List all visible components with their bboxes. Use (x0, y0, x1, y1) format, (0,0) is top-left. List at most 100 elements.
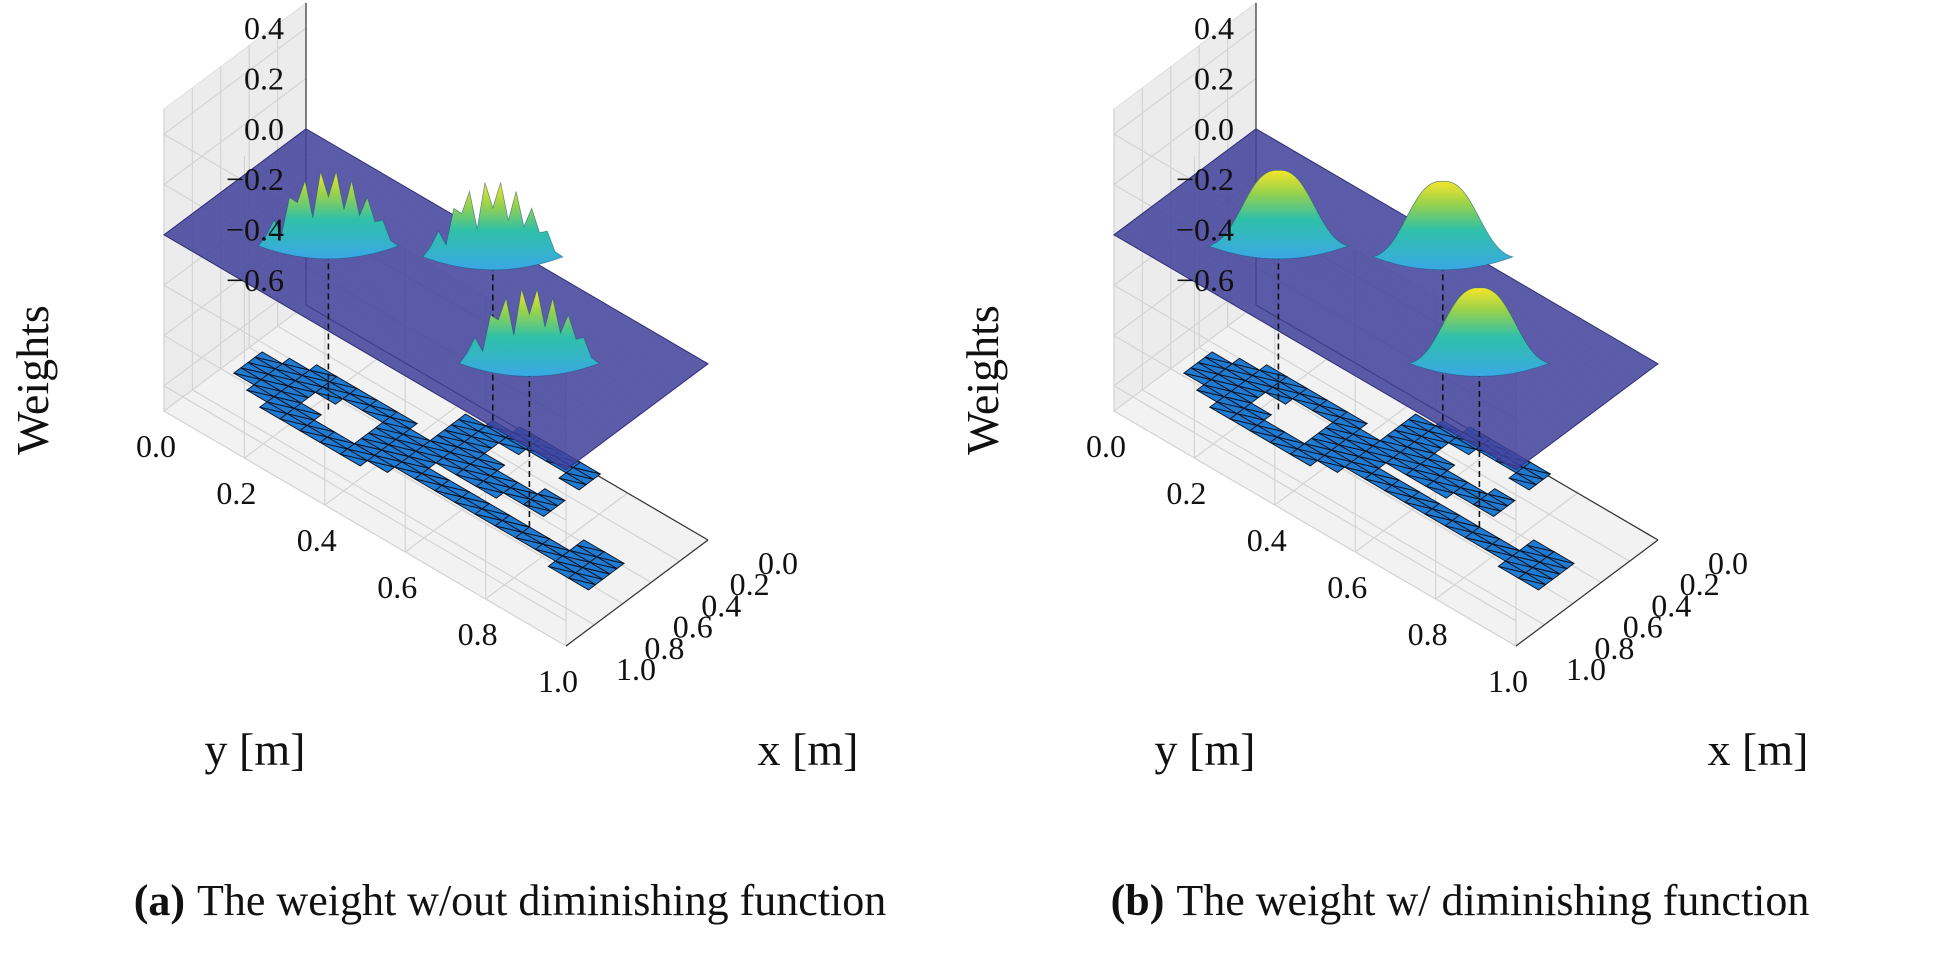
mesh-cell (1310, 432, 1339, 446)
gridline (1113, 410, 1517, 647)
x-tick-label: 0.4 (701, 587, 741, 623)
surface-wire (1120, 229, 1524, 465)
surface-wire (1135, 218, 1538, 455)
surface-wire (178, 224, 581, 460)
z-tick-label: −0.2 (1176, 161, 1234, 197)
surface-wire (1144, 146, 1287, 253)
z-tick-label: 0.4 (1194, 10, 1234, 46)
x-tick-label: 0.2 (1680, 566, 1720, 602)
axis-spine (1515, 539, 1659, 647)
surface-wire (1131, 221, 1534, 457)
panel-label-a: (a) (134, 876, 185, 925)
weight-peak (1207, 169, 1350, 260)
mesh-cell (1407, 413, 1436, 427)
mesh-cell (429, 434, 458, 448)
mesh-cell (568, 544, 598, 558)
x-axis-label: x [m] (758, 724, 859, 775)
x-tick-label: 0.6 (1623, 609, 1663, 645)
gridline (1142, 389, 1545, 626)
mesh-cell (246, 356, 276, 370)
z-tick-label: −0.2 (226, 161, 284, 197)
z-axis-label: Weights (7, 305, 58, 455)
surface-wire (1117, 231, 1520, 468)
x-tick-label: 0.0 (758, 545, 798, 581)
surface-wire (195, 210, 599, 447)
y-tick-label: 0.6 (377, 569, 417, 605)
y-tick-label: 0.2 (1166, 475, 1206, 511)
mesh-cell (360, 432, 389, 446)
caption-b: (b) The weight w/ diminishing function (1111, 876, 1810, 925)
mesh-cell (1182, 367, 1212, 380)
surface-wire (294, 205, 437, 312)
x-tick-label: 0.0 (1708, 545, 1748, 581)
gridline (1113, 304, 1257, 412)
mesh-cell (1518, 544, 1548, 558)
z-tick-label: 0.0 (1194, 111, 1234, 147)
mesh-cell (353, 437, 382, 451)
z-tick-label: −0.6 (1176, 262, 1234, 298)
surface-wire (214, 158, 357, 265)
caption-text-b: The weight w/ diminishing function (1176, 876, 1809, 925)
gridline (163, 304, 307, 412)
gridline (1112, 279, 1517, 622)
surface-wire (188, 216, 591, 452)
y-tick-label: 0.8 (458, 616, 498, 652)
panel-label-b: (b) (1111, 876, 1165, 925)
domain-mesh (232, 351, 626, 591)
mesh-cell (450, 418, 479, 432)
caption-text-a: The weight w/out diminishing function (197, 876, 886, 925)
surface-wire (1138, 216, 1541, 452)
surface-wire (314, 216, 457, 324)
z-tick-label: 0.2 (1194, 61, 1234, 97)
mesh-cell (536, 488, 566, 501)
mesh-cell (1525, 539, 1555, 553)
x-tick-label: 0.4 (1651, 587, 1691, 623)
surface-wire (1128, 224, 1531, 460)
z-tick-label: 0.0 (244, 111, 284, 147)
x-tick-label: 0.2 (730, 566, 770, 602)
tick-labels: 0.40.20.0−0.2−0.4−0.60.00.20.40.60.81.00… (1086, 10, 1748, 699)
mesh-cell (1393, 424, 1422, 437)
mesh-cell (547, 560, 576, 574)
surface-wire (1124, 226, 1527, 463)
y-tick-label: 1.0 (1488, 663, 1528, 699)
mesh-cell (245, 384, 275, 398)
y-tick-label: 0.0 (136, 428, 176, 464)
surface-wire (1142, 213, 1545, 449)
x-tick-label: 1.0 (1566, 651, 1606, 687)
mesh-cell (1196, 356, 1226, 370)
axis-spine (565, 539, 709, 647)
mesh-cell (436, 429, 465, 443)
y-tick-label: 0.4 (297, 522, 337, 558)
surface-wire (1154, 152, 1297, 259)
gridline (244, 351, 387, 459)
surface-wire (181, 221, 584, 457)
y-tick-label: 0.6 (1327, 569, 1367, 605)
surface-wire (1264, 216, 1407, 324)
tick-labels: 0.40.20.0−0.2−0.4−0.60.00.20.40.60.81.00… (136, 10, 798, 699)
weight-peak (459, 288, 601, 377)
z-tick-label: −0.6 (226, 262, 284, 298)
surface-wire (174, 226, 577, 463)
mesh-cell (1204, 351, 1233, 365)
domain-mesh (1182, 351, 1576, 591)
mesh-cell (1231, 357, 1260, 371)
mesh-cell (1386, 429, 1415, 443)
surface-wire (1123, 134, 1267, 241)
x-tick-label: 0.6 (673, 609, 713, 645)
surface-wire (192, 213, 595, 449)
mesh-cell (1208, 401, 1238, 415)
weight-peaks (258, 171, 601, 377)
y-tick-label: 0.4 (1247, 522, 1287, 558)
panel-b: 0.40.20.0−0.2−0.4−0.60.00.20.40.60.81.00… (957, 2, 1810, 925)
surface-wire (183, 140, 327, 247)
z-tick-label: 0.2 (244, 61, 284, 97)
mesh-cell (1317, 427, 1347, 440)
gridline (192, 389, 595, 626)
surface-wire (167, 231, 570, 468)
weight-peak (1408, 287, 1551, 377)
mesh-cell (1189, 361, 1219, 375)
panel-a: 0.40.20.0−0.2−0.4−0.60.00.20.40.60.81.00… (7, 2, 886, 925)
mesh-cell (575, 539, 605, 553)
mesh-cell (1400, 418, 1429, 432)
